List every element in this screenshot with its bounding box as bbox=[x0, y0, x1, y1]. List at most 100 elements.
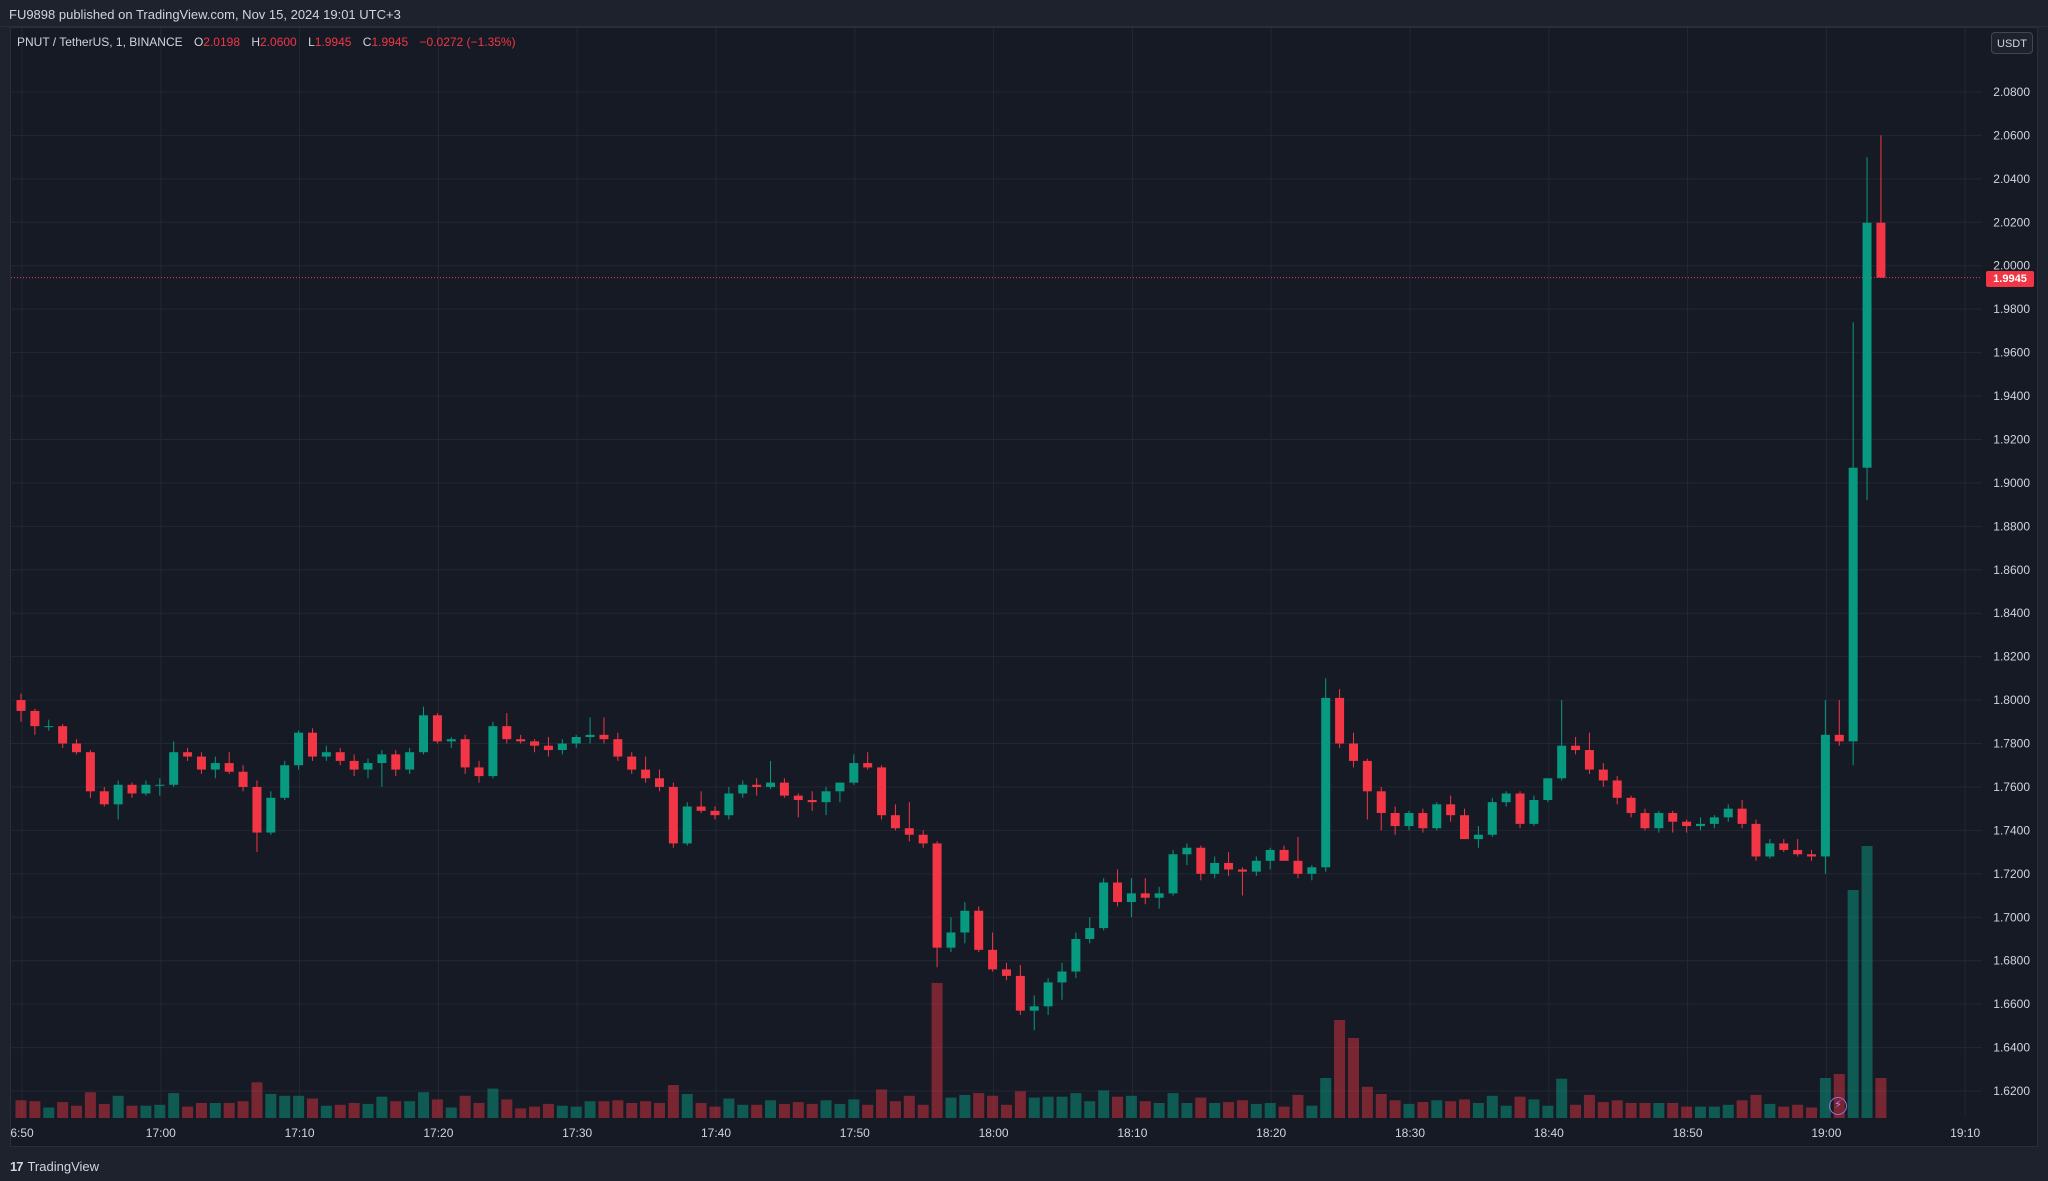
candle-body bbox=[1876, 222, 1886, 278]
volume-bar bbox=[1125, 1095, 1137, 1118]
volume-bar bbox=[1653, 1103, 1665, 1118]
volume-bar bbox=[1570, 1104, 1582, 1118]
volume-bar bbox=[1209, 1103, 1221, 1118]
candle-body bbox=[904, 828, 914, 835]
y-tick-label: 1.7800 bbox=[1993, 737, 2030, 751]
candle-body bbox=[1473, 834, 1483, 840]
candle-body bbox=[155, 784, 165, 786]
candle-body bbox=[779, 782, 789, 796]
y-tick-label: 1.7000 bbox=[1993, 910, 2030, 924]
volume-bar bbox=[529, 1106, 541, 1118]
volume-bar bbox=[1667, 1103, 1679, 1118]
candle-body bbox=[835, 782, 845, 792]
x-tick-label: 17:10 bbox=[285, 1126, 315, 1140]
candle-body bbox=[127, 784, 137, 794]
candle-body bbox=[1390, 813, 1400, 827]
candle-body bbox=[1640, 813, 1650, 829]
volume-bar bbox=[487, 1088, 499, 1118]
volume-bar bbox=[71, 1105, 83, 1118]
volume-bar bbox=[1722, 1104, 1734, 1118]
currency-button[interactable]: USDT bbox=[1991, 32, 2033, 54]
y-tick-label: 2.0400 bbox=[1993, 172, 2030, 186]
candle-body bbox=[1751, 823, 1761, 857]
candle-body bbox=[807, 799, 817, 803]
volume-bar bbox=[1556, 1078, 1568, 1118]
candle-body bbox=[113, 784, 123, 805]
volume-bar bbox=[765, 1100, 777, 1118]
y-tick-label: 1.8200 bbox=[1993, 650, 2030, 664]
x-tick-label: 6:50 bbox=[10, 1126, 34, 1140]
x-tick-label: 17:40 bbox=[701, 1126, 731, 1140]
volume-bar bbox=[653, 1103, 665, 1118]
volume-bar bbox=[348, 1103, 360, 1118]
candle-body bbox=[1487, 802, 1497, 835]
y-tick-label: 2.0200 bbox=[1993, 215, 2030, 229]
volume-bar bbox=[1181, 1103, 1193, 1118]
candle-body bbox=[85, 752, 95, 792]
volume-bar bbox=[29, 1101, 41, 1118]
volume-bar bbox=[1625, 1103, 1637, 1118]
volume-bar bbox=[501, 1099, 513, 1118]
candle-body bbox=[1626, 797, 1636, 814]
volume-bar bbox=[362, 1103, 374, 1118]
candle-body bbox=[210, 763, 220, 770]
x-tick-label: 19:00 bbox=[1811, 1126, 1841, 1140]
volume-bar bbox=[43, 1107, 55, 1118]
volume-bar bbox=[1833, 1074, 1845, 1118]
volume-bar bbox=[1098, 1090, 1110, 1118]
volume-bar bbox=[1472, 1103, 1484, 1118]
volume-bar bbox=[251, 1082, 263, 1118]
candle-body bbox=[1557, 745, 1567, 779]
volume-bar bbox=[112, 1095, 124, 1118]
x-tick-label: 18:10 bbox=[1117, 1126, 1147, 1140]
candle-body bbox=[1293, 860, 1303, 874]
volume-bar bbox=[876, 1089, 888, 1118]
candle-body bbox=[1404, 813, 1414, 827]
y-tick-label: 1.7200 bbox=[1993, 867, 2030, 881]
candle-body bbox=[641, 769, 651, 779]
candle-body bbox=[710, 810, 720, 816]
volume-bar bbox=[1459, 1099, 1471, 1118]
x-tick-label: 17:00 bbox=[146, 1126, 176, 1140]
volume-bar bbox=[195, 1103, 207, 1118]
footer: 17 TradingView bbox=[0, 1151, 2048, 1181]
volume-bar bbox=[1153, 1103, 1165, 1118]
candle-body bbox=[1807, 854, 1817, 857]
volume-bar bbox=[556, 1105, 568, 1118]
y-tick-label: 1.7600 bbox=[1993, 780, 2030, 794]
volume-bar bbox=[98, 1103, 110, 1118]
volume-bar bbox=[473, 1103, 485, 1118]
candle-body bbox=[1237, 869, 1247, 872]
candle-body bbox=[1307, 867, 1317, 874]
candle-body bbox=[1515, 793, 1525, 824]
symbol-info[interactable]: PNUT / TetherUS, 1, BINANCE bbox=[17, 35, 183, 49]
lightning-bolt-icon[interactable]: ⚡ bbox=[1829, 1097, 1847, 1115]
candle-body bbox=[460, 739, 470, 768]
volume-bar bbox=[806, 1103, 818, 1118]
volume-bar bbox=[1875, 1078, 1887, 1118]
candle-body bbox=[1154, 893, 1164, 898]
volume-bar bbox=[903, 1095, 915, 1118]
volume-bar bbox=[182, 1106, 194, 1118]
candle-body bbox=[252, 786, 262, 833]
candle-body bbox=[44, 726, 54, 728]
volume-bar bbox=[640, 1101, 652, 1118]
tradingview-logo[interactable]: 17 TradingView bbox=[10, 1159, 99, 1174]
volume-bar bbox=[1042, 1096, 1054, 1118]
volume-bar bbox=[320, 1105, 332, 1118]
volume-bar bbox=[431, 1099, 443, 1118]
last-price-tag: 1.9945 bbox=[1986, 271, 2034, 287]
volume-bar bbox=[57, 1102, 69, 1118]
candle-body bbox=[890, 815, 900, 829]
volume-bar bbox=[265, 1094, 277, 1118]
volume-bar bbox=[626, 1103, 638, 1118]
candle-body bbox=[432, 715, 442, 742]
candle-body bbox=[1571, 745, 1581, 751]
candle-body bbox=[1779, 843, 1789, 850]
candle-body bbox=[363, 763, 373, 770]
volume-bar bbox=[959, 1094, 971, 1118]
candle-body bbox=[682, 806, 692, 844]
volume-bar bbox=[1320, 1078, 1332, 1118]
volume-bar bbox=[1236, 1100, 1248, 1118]
